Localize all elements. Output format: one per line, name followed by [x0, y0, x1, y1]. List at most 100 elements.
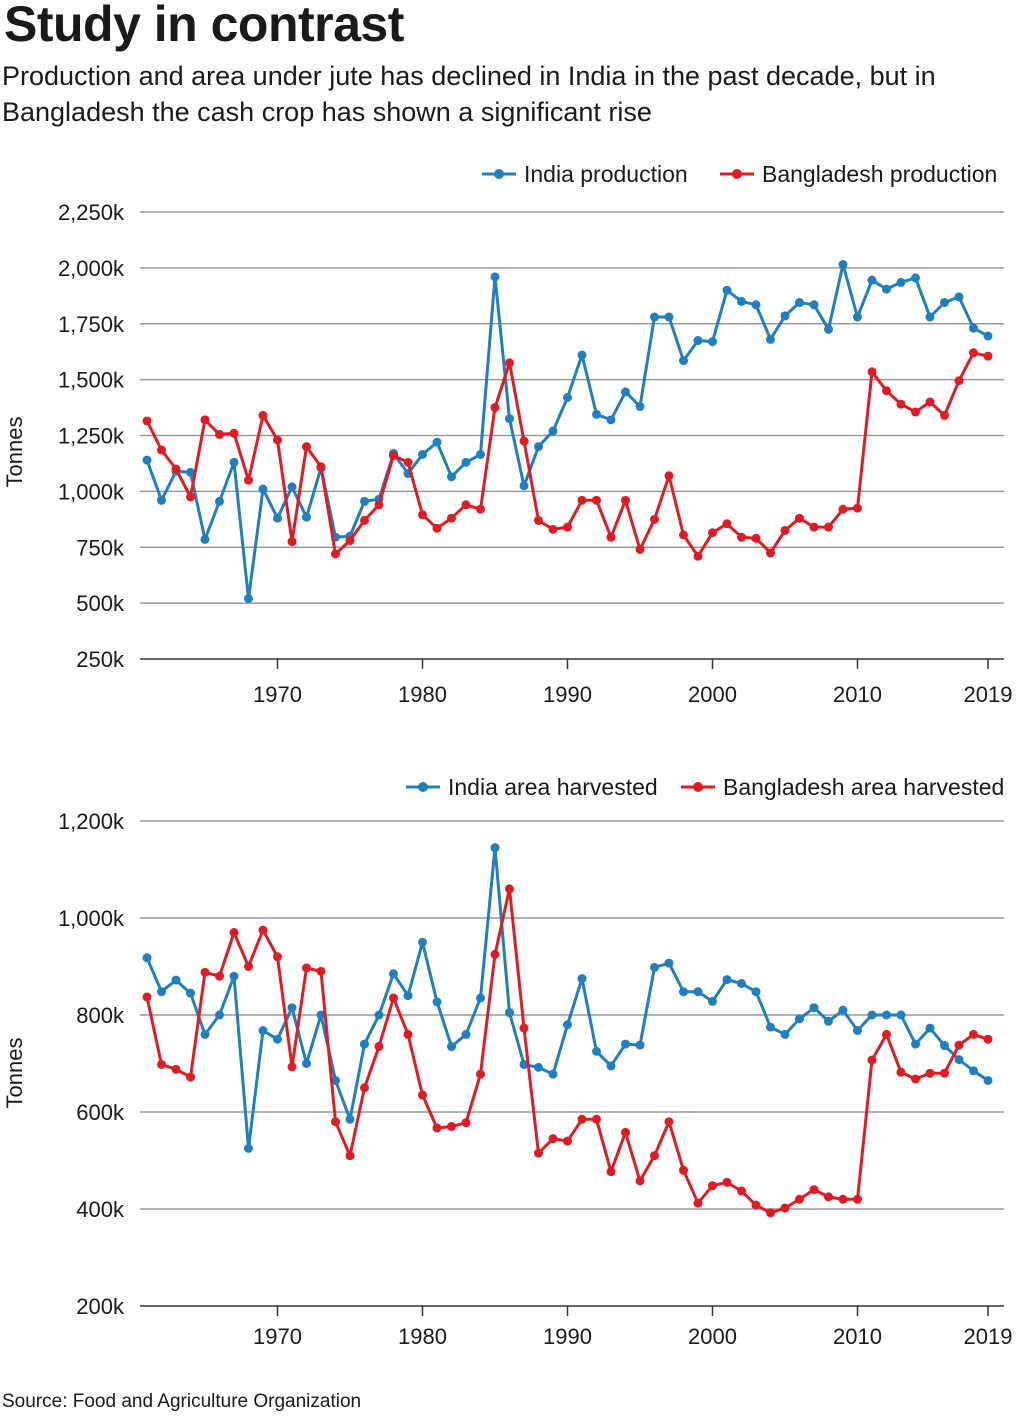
india-area-harvested-point [824, 1016, 833, 1026]
x-tick-label: 2010 [833, 1324, 882, 1349]
india-area-harvested-point [273, 1034, 282, 1044]
india-production-point [766, 334, 775, 344]
india-area-harvested-point [331, 1075, 340, 1085]
page-title: Study in contrast [4, 0, 404, 52]
india-production-point [693, 336, 703, 346]
bangladesh-production-point [940, 410, 949, 420]
india-production-point [200, 534, 210, 544]
bangladesh-area-harvested-point [505, 884, 514, 894]
india-area-harvested-point [954, 1055, 964, 1065]
india-area-harvested-point [606, 1061, 616, 1071]
bangladesh-area-harvested-point [780, 1203, 790, 1213]
india-area-harvested-point [664, 958, 674, 968]
bangladesh-production-point [171, 464, 181, 474]
india-area-harvested-point [244, 1143, 253, 1153]
bangladesh-area-harvested-point [316, 966, 326, 976]
bangladesh-production-point [577, 495, 587, 505]
india-production-point [664, 312, 674, 322]
india-area-harvested-point [940, 1041, 949, 1051]
bangladesh-production-point [505, 358, 514, 368]
india-area-harvested-point [389, 969, 398, 979]
india-area-harvested-point [403, 991, 413, 1001]
bangladesh-area-harvested-point [374, 1042, 384, 1052]
bangladesh-production-point [664, 471, 674, 481]
y-tick-label: 1,250k [58, 424, 125, 449]
india-production-point [635, 401, 645, 411]
india-area-harvested-point [983, 1075, 993, 1085]
india-area-harvested-point [476, 993, 485, 1003]
india-area-harvested-point [447, 1042, 456, 1052]
india-production-point [186, 467, 195, 477]
bangladesh-production-point [983, 351, 993, 361]
india-production-point [650, 312, 659, 322]
india-area-harvested-point [345, 1114, 355, 1124]
bangladesh-area-harvested-point [229, 928, 239, 938]
india-area-harvested-line [145, 846, 989, 1150]
india-production-point [867, 275, 877, 285]
india-production-point [824, 324, 833, 334]
y-tick-label: 1,000k [58, 479, 125, 504]
india-area-harvested-point [708, 996, 717, 1006]
bangladesh-production-point [650, 514, 659, 524]
bangladesh-area-harvested-point [186, 1072, 195, 1082]
bangladesh-area-harvested-point [432, 1123, 442, 1133]
india-production-point [621, 387, 630, 397]
india-area-harvested-point [287, 1003, 297, 1013]
bangladesh-production-point [345, 536, 355, 546]
india-production-point [519, 481, 529, 491]
bangladesh-area-harvested-point [969, 1029, 978, 1039]
bangladesh-production-point [693, 551, 703, 561]
bangladesh-production-point [969, 348, 978, 358]
bangladesh-area-harvested-point [606, 1167, 616, 1177]
bangladesh-production-point [374, 500, 384, 510]
y-tick-label: 200k [76, 1294, 125, 1319]
bangladesh-production-point [287, 537, 297, 547]
y-axis-title: Tonnes [2, 1038, 27, 1109]
x-tick-label: 2000 [688, 1324, 737, 1349]
india-production-point [244, 594, 253, 604]
bangladesh-area-harvested-point [664, 1117, 674, 1127]
india-area-harvested-point [577, 974, 587, 984]
india-production-point [911, 273, 920, 283]
bangladesh-area-harvested-point [563, 1136, 572, 1146]
x-tick-label: 1970 [253, 682, 302, 707]
bangladesh-production-point [737, 532, 746, 542]
india-area-harvested-point [867, 1010, 877, 1020]
y-tick-label: 600k [76, 1100, 125, 1125]
bangladesh-area-harvested-point [389, 993, 398, 1003]
bangladesh-production-point [142, 416, 152, 426]
india-production-legend-marker [494, 169, 504, 179]
india-area-harvested-point [911, 1039, 920, 1049]
india-area-harvested-point [751, 987, 761, 997]
india-production-point [563, 393, 572, 403]
y-tick-label: 800k [76, 1003, 125, 1028]
india-production-point [838, 260, 848, 270]
bangladesh-production-legend-marker [732, 169, 742, 179]
india-area-harvested-point [302, 1059, 311, 1068]
bangladesh-area-harvested-point [548, 1134, 558, 1144]
india-production-point [882, 284, 891, 294]
bangladesh-production-point [476, 504, 485, 514]
bangladesh-production-point [838, 504, 848, 514]
bangladesh-area-harvested-point [954, 1040, 964, 1050]
bangladesh-area-harvested-point [592, 1114, 601, 1124]
y-tick-label: 1,000k [58, 906, 125, 931]
bangladesh-area-harvested-point [911, 1074, 920, 1084]
india-area-harvested-point [142, 953, 152, 963]
bangladesh-production-point [882, 386, 891, 396]
india-area-harvested-point [519, 1059, 529, 1069]
bangladesh-area-harvested-point [983, 1034, 993, 1044]
bangladesh-production-point [809, 522, 819, 532]
india-production-point [925, 312, 935, 322]
india-production-point [983, 331, 993, 341]
bangladesh-production-point [766, 548, 775, 558]
bangladesh-area-harvested-point [708, 1181, 717, 1191]
bangladesh-production-point [679, 530, 688, 540]
bangladesh-area-harvested-point [403, 1029, 413, 1039]
bangladesh-production-point [418, 510, 427, 520]
bangladesh-production-point [215, 429, 224, 439]
bangladesh-production-point [722, 519, 732, 529]
india-production-point [447, 472, 456, 482]
bangladesh-area-harvested-line [145, 887, 989, 1215]
bangladesh-area-harvested-point [635, 1176, 645, 1186]
